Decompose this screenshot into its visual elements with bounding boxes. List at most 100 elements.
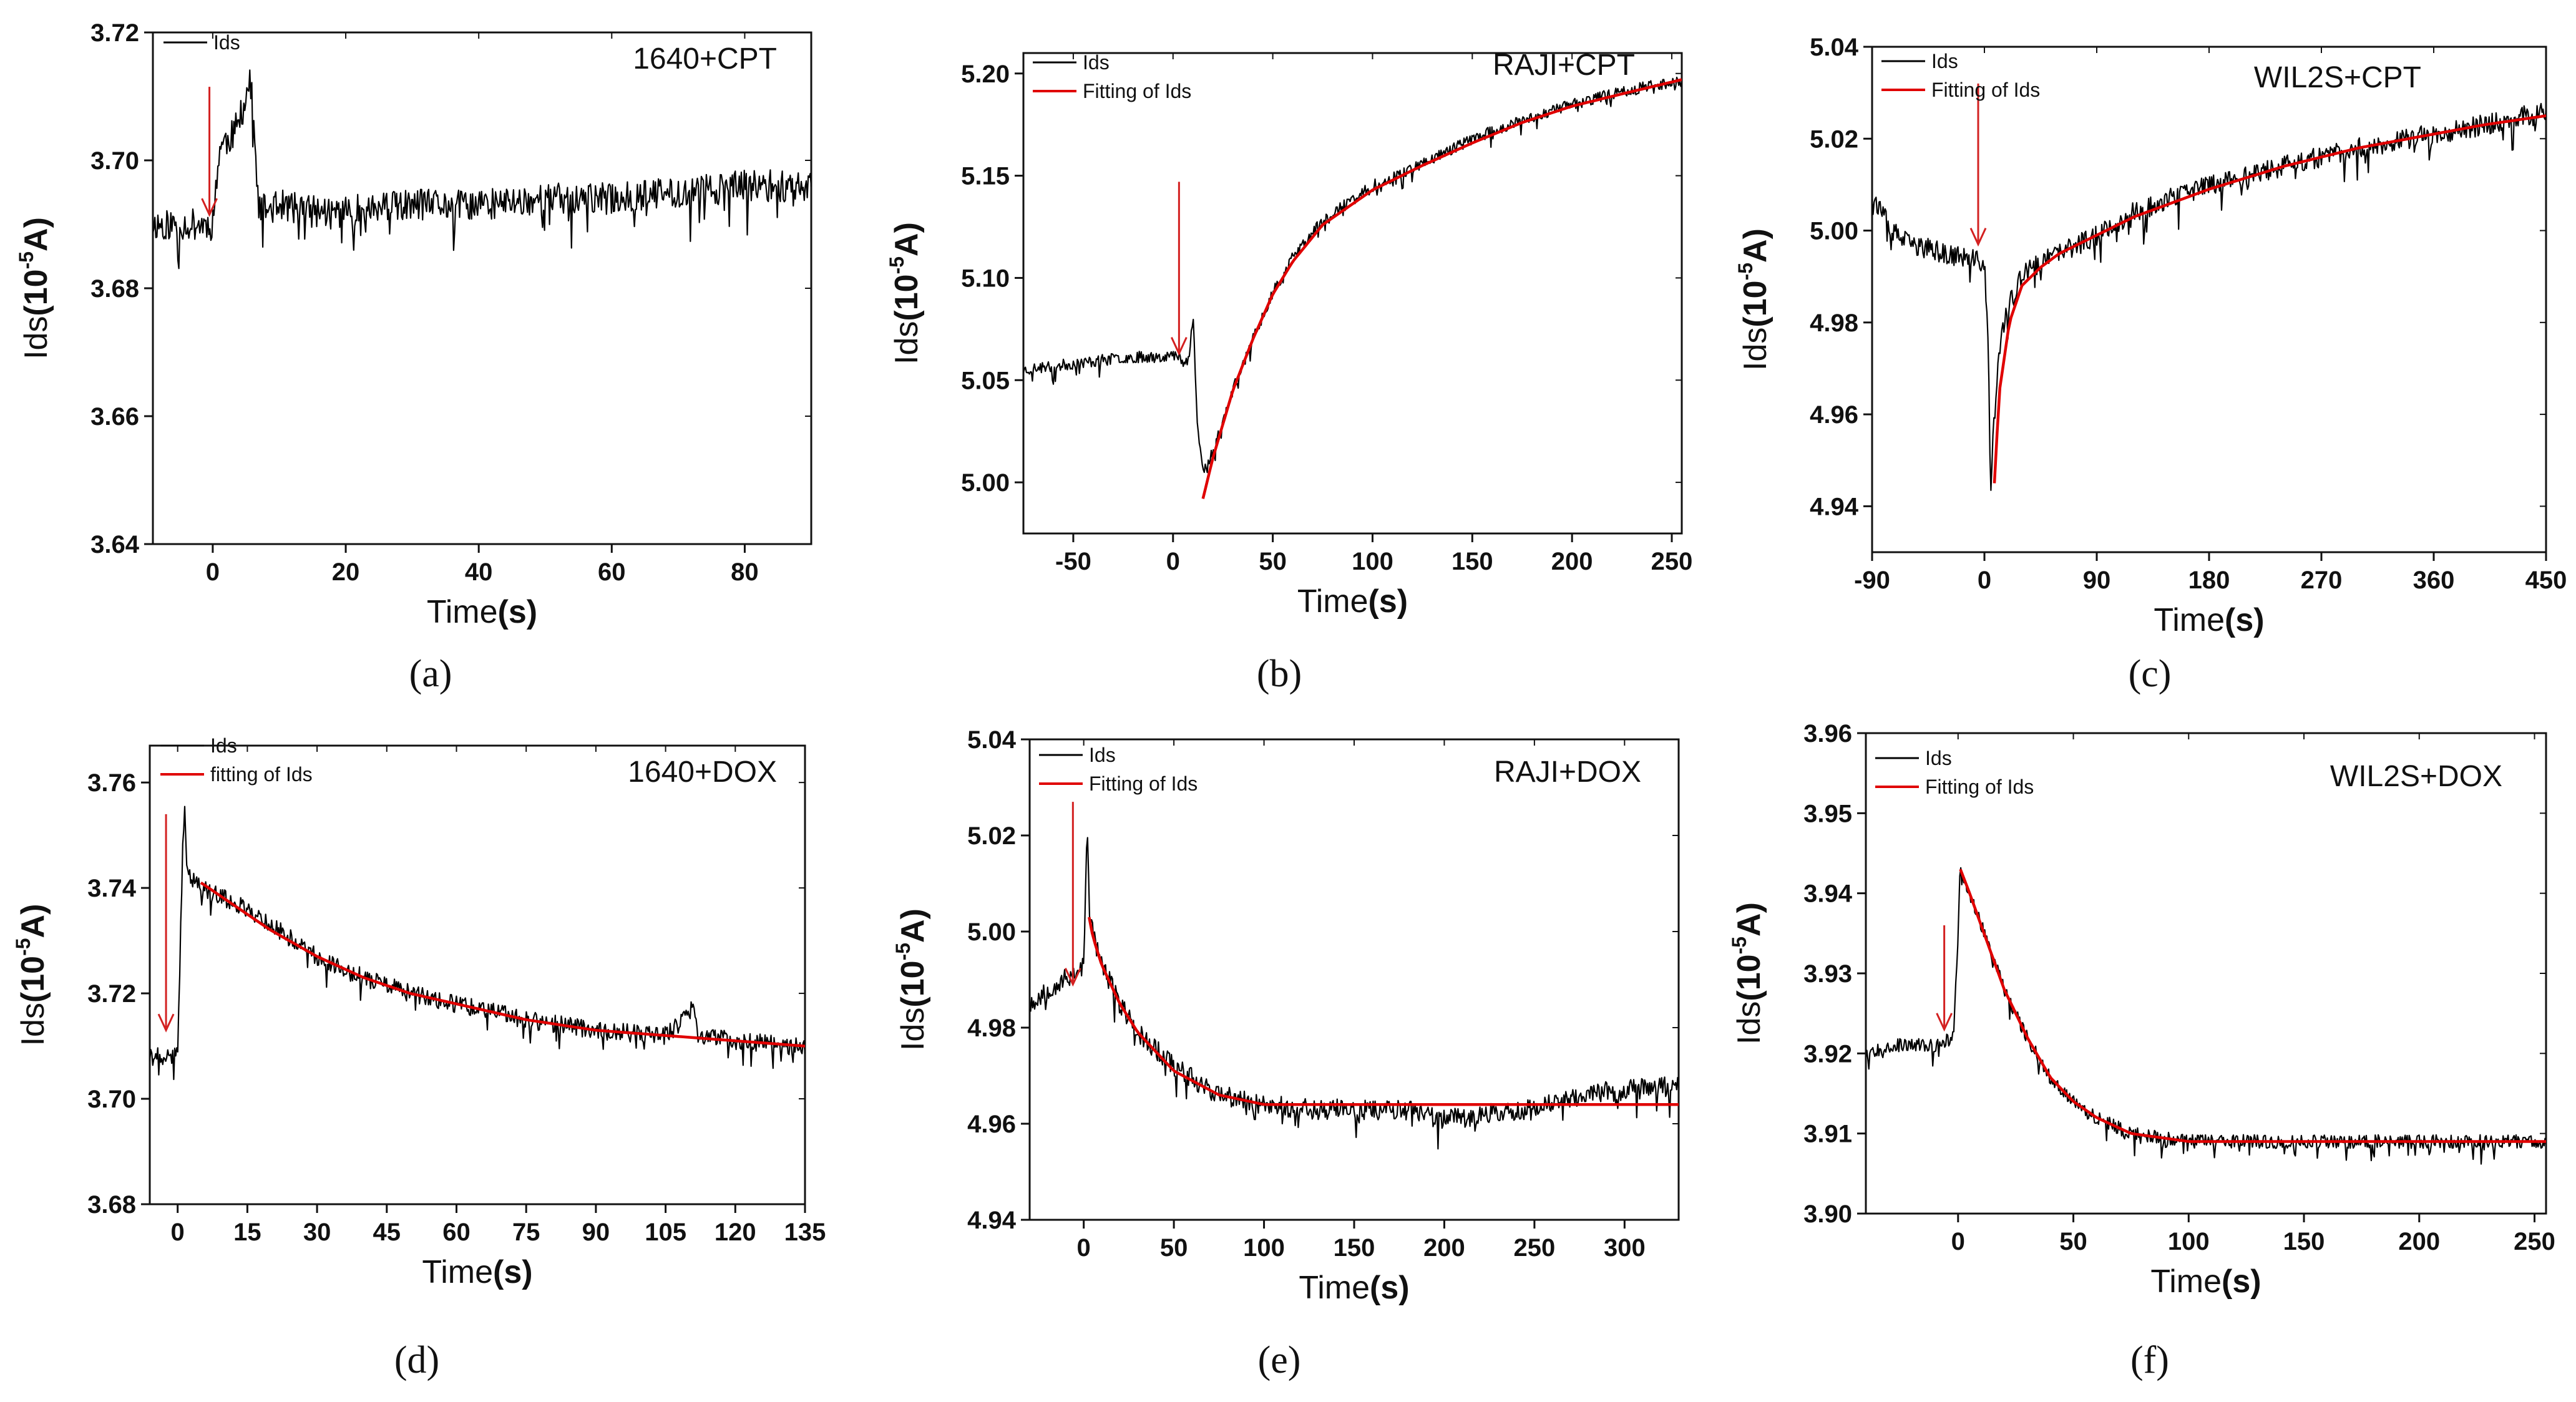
legend-label: fitting of Ids [210, 763, 313, 786]
y-tick-label: 3.66 [90, 403, 139, 431]
series-ids-line [1030, 837, 1679, 1150]
panel-d: 0 15 30 45 60 75 90 105 120 135 3.68 3.70 3.72 3.74 3.… [12, 734, 826, 1381]
x-axis-title: Time(s) [422, 1254, 532, 1290]
x-tick-label: 100 [1243, 1234, 1285, 1262]
x-tick-label: 300 [1604, 1234, 1646, 1262]
y-tick-label: 3.70 [90, 147, 139, 175]
legend-label: Fitting of Ids [1089, 772, 1198, 795]
y-tick-label: 4.98 [1810, 309, 1858, 337]
series-fit-line [200, 881, 805, 1048]
panel-label: (e) [1258, 1339, 1301, 1381]
x-tick-label: 75 [512, 1219, 540, 1246]
x-tick-label: 0 [1951, 1228, 1965, 1255]
y-tick-label: 3.93 [1803, 960, 1852, 988]
x-tick-label: 150 [1451, 548, 1493, 575]
x-tick-label: 0 [1077, 1234, 1091, 1262]
x-axis-title: Time(s) [2150, 1263, 2261, 1300]
x-tick-label: 45 [373, 1219, 401, 1246]
legend-label: Fitting of Ids [1925, 776, 2034, 798]
y-tick-label: 5.04 [967, 726, 1017, 754]
x-tick-label: 360 [2413, 567, 2455, 594]
x-tick-label: 90 [582, 1219, 610, 1246]
y-tick-label: 5.10 [961, 265, 1010, 292]
y-axis-title: Ids(10-5A) [1734, 228, 1773, 371]
x-tick-label: 100 [2168, 1228, 2210, 1255]
y-tick-label: 3.68 [90, 275, 139, 303]
panel-annotation: 1640+CPT [633, 42, 777, 75]
panel-f: 0 50 100 150 200 250 3.90 3.91 3.92 3.93 3.94 3.95 3… [1728, 720, 2555, 1381]
panel-a: 0 20 40 60 80 3.64 3.66 3.68 3.70 3.72 Ids 1640+CPT… [15, 19, 812, 695]
x-axis-title: Time(s) [1299, 1270, 1409, 1306]
y-tick-label: 4.96 [967, 1111, 1016, 1138]
y-tick-label: 3.96 [1803, 720, 1852, 747]
y-tick-label: 3.74 [87, 875, 137, 902]
plot-frame [1028, 738, 1680, 1221]
y-tick-label: 5.00 [1810, 218, 1858, 245]
x-tick-label: 200 [1423, 1234, 1465, 1262]
panel-annotation: WIL2S+DOX [2330, 760, 2502, 793]
y-tick-label: 3.72 [90, 19, 139, 47]
x-tick-label: -50 [1055, 548, 1091, 575]
y-axis-title: Ids(10-5A) [15, 217, 54, 359]
y-tick-label: 3.70 [87, 1086, 136, 1113]
series-fit-line [1993, 114, 2546, 484]
x-tick-label: 270 [2301, 567, 2343, 594]
x-tick-label: 50 [1259, 548, 1287, 575]
x-tick-label: 80 [731, 558, 759, 586]
x-tick-label: 60 [442, 1219, 471, 1246]
x-tick-label: 0 [1978, 567, 1991, 594]
x-tick-label: 90 [2083, 567, 2111, 594]
injection-arrow-head [1936, 1013, 1953, 1032]
x-tick-label: 450 [2525, 567, 2567, 594]
x-tick-label: 105 [645, 1219, 686, 1246]
x-tick-label: 0 [171, 1219, 185, 1246]
x-tick-label: 150 [1334, 1234, 1375, 1262]
series-ids-line [1872, 102, 2546, 491]
x-tick-label: 100 [1352, 548, 1393, 575]
series-ids-line [1023, 76, 1682, 474]
x-tick-label: 50 [2059, 1228, 2087, 1255]
y-tick-label: 5.00 [967, 918, 1016, 946]
x-axis-title: Time(s) [1297, 583, 1408, 620]
x-tick-label: 120 [715, 1219, 756, 1246]
panel-label: (a) [409, 653, 452, 695]
x-tick-label: 250 [1651, 548, 1693, 575]
y-tick-label: 5.20 [961, 61, 1010, 88]
x-tick-label: 30 [303, 1219, 331, 1246]
panel-annotation: 1640+DOX [628, 756, 777, 789]
y-tick-label: 5.04 [1810, 34, 1859, 61]
y-tick-label: 3.72 [87, 980, 136, 1008]
x-tick-label: 200 [2398, 1228, 2440, 1255]
y-tick-label: 4.96 [1810, 401, 1858, 429]
x-tick-label: 50 [1160, 1234, 1188, 1262]
y-tick-label: 3.68 [87, 1191, 136, 1219]
series-fit-line [1201, 78, 1682, 499]
x-tick-label: -90 [1854, 567, 1890, 594]
x-tick-label: 60 [598, 558, 626, 586]
legend-label: Ids [213, 31, 240, 54]
legend-label: Ids [1925, 747, 1952, 769]
panel-label: (d) [394, 1339, 439, 1381]
y-tick-label: 3.95 [1803, 800, 1852, 827]
y-tick-label: 5.15 [961, 163, 1010, 190]
y-axis-title: Ids(10-5A) [1728, 902, 1767, 1044]
y-tick-label: 3.91 [1803, 1121, 1852, 1148]
plot-frame [1022, 52, 1683, 535]
injection-arrow-head [201, 198, 218, 217]
panel-label: (f) [2130, 1339, 2169, 1381]
x-tick-label: 15 [233, 1219, 261, 1246]
y-tick-label: 4.94 [967, 1207, 1017, 1234]
y-tick-label: 5.00 [961, 469, 1010, 497]
y-tick-label: 3.90 [1803, 1200, 1852, 1228]
y-tick-label: 4.98 [967, 1015, 1016, 1042]
x-tick-label: 250 [1514, 1234, 1556, 1262]
x-tick-label: 135 [784, 1219, 826, 1246]
legend-label: Ids [1089, 744, 1116, 766]
y-tick-label: 3.64 [90, 531, 140, 558]
y-tick-label: 5.05 [961, 367, 1010, 394]
series-ids-line [153, 69, 811, 270]
series-ids-line [1866, 867, 2546, 1165]
y-tick-label: 5.02 [967, 822, 1016, 850]
y-tick-label: 4.94 [1810, 493, 1859, 520]
